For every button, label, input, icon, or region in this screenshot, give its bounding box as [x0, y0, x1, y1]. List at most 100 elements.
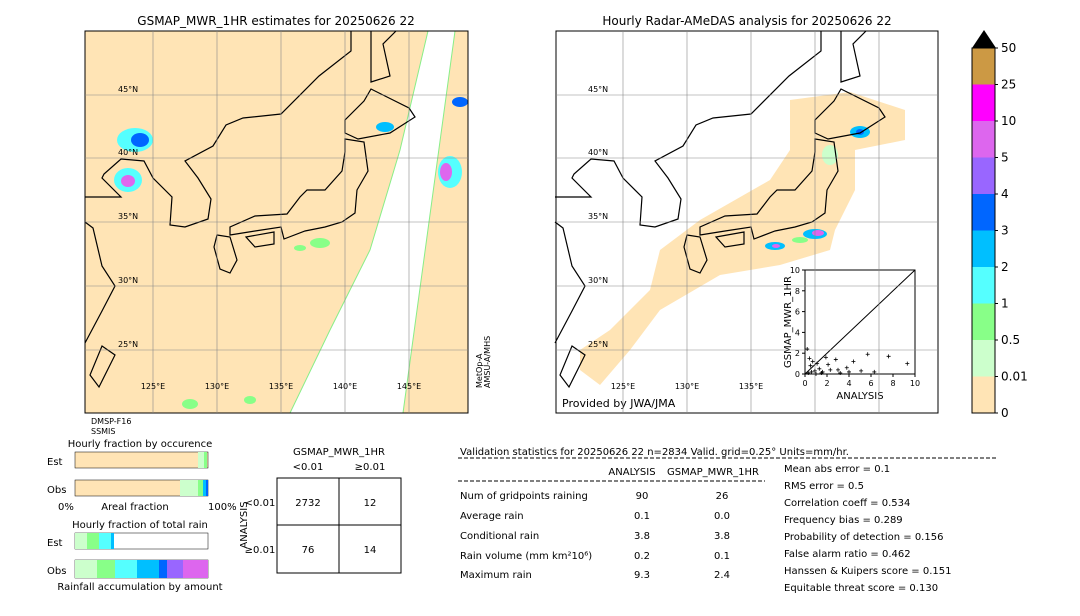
colorbar-label: 0 — [1001, 406, 1009, 420]
stat-label: Num of gridpoints raining — [460, 491, 588, 502]
x-tick-label: 0 — [802, 379, 807, 388]
x-tick-label: 10 — [910, 379, 920, 388]
x-tick-label: 8 — [890, 379, 895, 388]
x-tick-label: 2 — [824, 379, 829, 388]
panel-title: Hourly fraction by occurence — [68, 439, 212, 450]
diagonal — [804, 269, 916, 375]
lon-label: 130°E — [205, 382, 229, 391]
point — [812, 368, 817, 373]
cell: 76 — [302, 545, 315, 556]
colorbar-label: 5 — [1001, 151, 1009, 165]
score: Mean abs error = 0.1 — [784, 464, 890, 475]
lon-label: 125°E — [611, 382, 635, 391]
lon-label: 125°E — [141, 382, 165, 391]
col-header: ≥0.01 — [355, 462, 386, 473]
point — [905, 361, 910, 366]
point — [847, 369, 851, 374]
lat-label: 45°N — [588, 85, 608, 94]
point — [833, 357, 838, 362]
col-header: GSMAP_MWR_1HR — [667, 467, 759, 478]
score: Equitable threat score = 0.130 — [784, 583, 938, 594]
point — [815, 361, 820, 366]
x-tick-label: 6 — [868, 379, 873, 388]
stat-value: 26 — [716, 491, 729, 502]
colorbar-segment — [972, 157, 995, 194]
y-tick-label: 6 — [795, 308, 800, 317]
map-title: Hourly Radar-AMeDAS analysis for 2025062… — [602, 14, 891, 28]
score: RMS error = 0.5 — [784, 481, 864, 492]
x-axis-label: ANALYSIS — [836, 391, 883, 402]
stat-value: 90 — [636, 491, 649, 502]
point — [805, 347, 810, 352]
credit: Provided by JWA/JMA — [562, 397, 676, 410]
lon-label: 135°E — [269, 382, 293, 391]
point — [809, 369, 814, 374]
colorbar-segment — [972, 340, 995, 377]
y-tick-label: 8 — [795, 287, 800, 296]
colorbar-label: 25 — [1001, 78, 1016, 92]
lat-label: 25°N — [588, 340, 608, 349]
score: Probability of detection = 0.156 — [784, 532, 943, 543]
point — [807, 356, 812, 361]
point — [808, 363, 813, 368]
sensor-label: SSMIS — [91, 427, 116, 436]
row-axis: ANALYSIS — [239, 501, 250, 548]
stat-value: 9.3 — [634, 570, 650, 581]
point — [886, 354, 891, 359]
colorbar-label: 4 — [1001, 187, 1009, 201]
y-tick-label: 10 — [790, 266, 800, 275]
stat-value: 3.8 — [714, 531, 730, 542]
axis-label: 0% — [58, 502, 74, 513]
lon-label: 140°E — [333, 382, 357, 391]
lat-label: 30°N — [118, 276, 138, 285]
point — [851, 359, 856, 364]
colorbar-label: 3 — [1001, 224, 1009, 238]
lat-label: 35°N — [588, 212, 608, 221]
point — [844, 365, 849, 370]
point — [806, 370, 811, 375]
validation-title: Validation statistics for 20250626 22 n=… — [460, 447, 849, 458]
colorbar-segment — [972, 84, 995, 121]
cell: 2732 — [295, 498, 320, 509]
point — [814, 372, 818, 376]
row-label: Obs — [47, 485, 66, 496]
lat-label: 40°N — [118, 148, 138, 157]
lat-label: 30°N — [588, 276, 608, 285]
sensor-label: AMSU-A/MHS — [483, 336, 492, 388]
lon-label: 130°E — [675, 382, 699, 391]
stat-label: Average rain — [460, 511, 524, 522]
contingency-grid — [276, 477, 402, 574]
stat-value: 0.1 — [634, 511, 650, 522]
axis-label: 100% — [208, 502, 237, 513]
stat-value: 0.1 — [714, 551, 730, 562]
point — [826, 362, 831, 367]
panel-title: Hourly fraction of total rain — [72, 520, 208, 531]
point — [836, 367, 840, 372]
row-label: Est — [47, 457, 63, 468]
stat-value: 0.2 — [634, 551, 650, 562]
lat-label: 25°N — [118, 340, 138, 349]
point — [817, 366, 822, 371]
colorbar-segment — [972, 194, 995, 231]
point — [810, 359, 815, 364]
point — [819, 370, 824, 375]
stat-value: 2.4 — [714, 570, 730, 581]
colorbar-label: 50 — [1001, 41, 1016, 55]
score: Hanssen & Kuipers score = 0.151 — [784, 566, 951, 577]
colorbar-segment — [972, 230, 995, 267]
table-title: GSMAP_MWR_1HR — [293, 447, 385, 458]
sensor-label: DMSP-F16 — [91, 417, 131, 426]
colorbar-label: 1 — [1001, 297, 1009, 311]
caption: Rainfall accumulation by amount — [57, 582, 222, 593]
row-label: Obs — [47, 566, 66, 577]
point — [838, 370, 843, 375]
stat-label: Rain volume (mm km²10⁶) — [460, 551, 592, 562]
colorbar-segment — [972, 267, 995, 304]
row-header: ≥0.01 — [245, 545, 276, 556]
row-label: Est — [47, 538, 63, 549]
lat-label: 45°N — [118, 85, 138, 94]
lat-label: 35°N — [118, 212, 138, 221]
lon-label: 135°E — [739, 382, 763, 391]
